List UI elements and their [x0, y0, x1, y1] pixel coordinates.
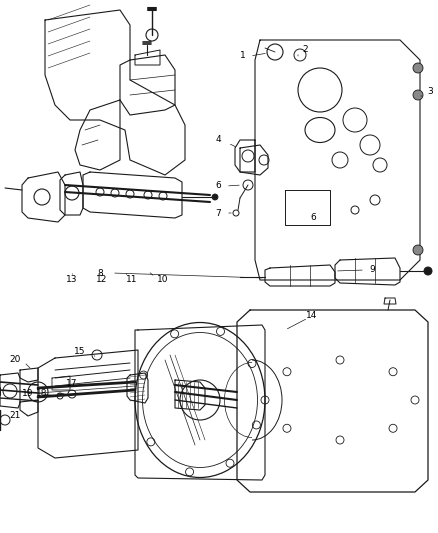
Text: 12: 12	[96, 276, 108, 285]
Circle shape	[413, 245, 423, 255]
Text: 4: 4	[215, 135, 221, 144]
Circle shape	[413, 90, 423, 100]
Circle shape	[212, 194, 218, 200]
Text: 8: 8	[97, 270, 103, 279]
Text: 10: 10	[157, 276, 169, 285]
Text: 3: 3	[427, 87, 433, 96]
Text: 7: 7	[215, 208, 221, 217]
Text: 6: 6	[310, 214, 316, 222]
Text: 19: 19	[22, 389, 34, 398]
Text: 18: 18	[36, 389, 48, 398]
Text: 15: 15	[74, 348, 86, 357]
Text: 1: 1	[240, 52, 246, 61]
Text: 17: 17	[66, 379, 78, 389]
Circle shape	[413, 63, 423, 73]
Text: 20: 20	[9, 356, 21, 365]
Text: 2: 2	[302, 45, 308, 54]
Text: 14: 14	[306, 311, 318, 319]
Text: 9: 9	[369, 265, 375, 274]
Circle shape	[424, 267, 432, 275]
Text: 6: 6	[215, 182, 221, 190]
Text: 13: 13	[66, 276, 78, 285]
Text: 11: 11	[126, 276, 138, 285]
Text: 21: 21	[9, 410, 21, 419]
